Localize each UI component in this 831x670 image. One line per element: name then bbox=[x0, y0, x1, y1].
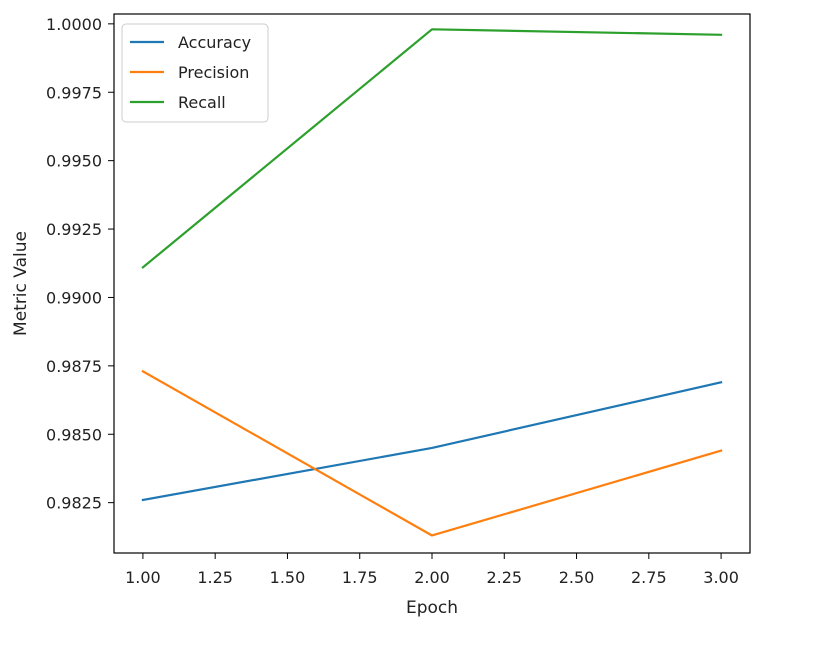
series-line-accuracy bbox=[141, 380, 723, 502]
x-tick-label: 1.25 bbox=[197, 568, 233, 587]
x-tick-label: 2.50 bbox=[559, 568, 595, 587]
x-tick-label: 2.00 bbox=[414, 568, 450, 587]
y-tick-label: 0.9875 bbox=[46, 357, 102, 376]
x-tick-label: 2.25 bbox=[486, 568, 522, 587]
x-tick-label: 1.00 bbox=[125, 568, 161, 587]
legend-label-recall: Recall bbox=[178, 93, 226, 112]
y-tick-label: 1.0000 bbox=[46, 15, 102, 34]
series-line-recall bbox=[141, 28, 723, 269]
x-tick-label: 2.75 bbox=[631, 568, 667, 587]
y-tick-label: 0.9850 bbox=[46, 425, 102, 444]
x-tick-label: 1.75 bbox=[342, 568, 378, 587]
x-axis-label: Epoch bbox=[406, 598, 458, 618]
x-tick-label: 3.00 bbox=[703, 568, 739, 587]
y-tick-label: 0.9975 bbox=[46, 83, 102, 102]
legend-box bbox=[121, 23, 269, 123]
legend-label-accuracy: Accuracy bbox=[178, 33, 251, 52]
y-tick-label: 0.9950 bbox=[46, 152, 102, 171]
x-tick-label: 1.50 bbox=[270, 568, 306, 587]
y-tick-label: 0.9900 bbox=[46, 288, 102, 307]
legend-label-precision: Precision bbox=[178, 63, 249, 82]
y-tick-label: 0.9825 bbox=[46, 494, 102, 513]
y-tick-label: 0.9925 bbox=[46, 220, 102, 239]
y-axis-label: Metric Value bbox=[11, 231, 31, 336]
series-line-precision bbox=[141, 369, 723, 537]
